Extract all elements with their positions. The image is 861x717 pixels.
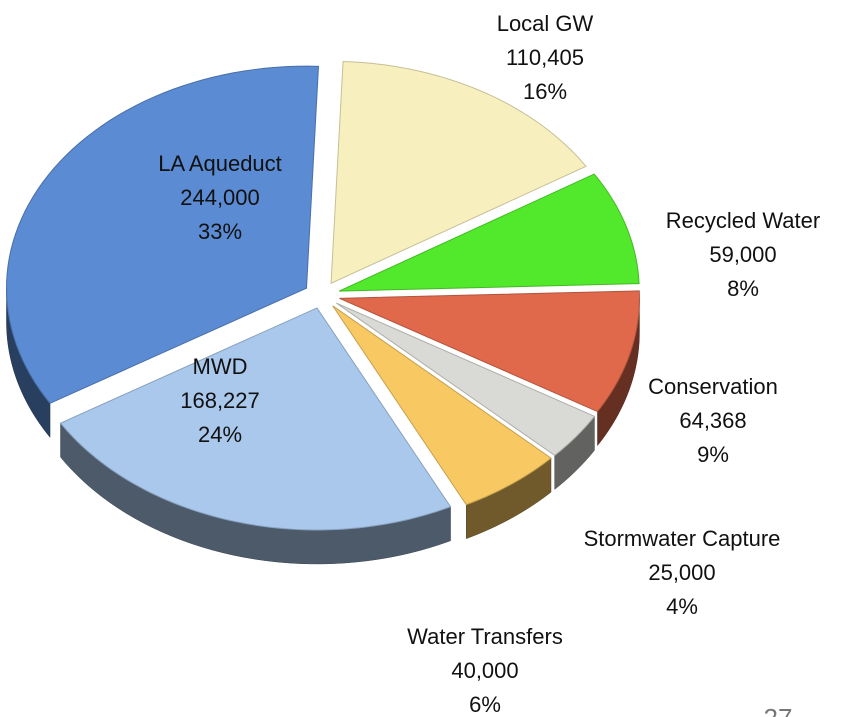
value-label: 168,227 bbox=[180, 388, 260, 413]
percent-label: 9% bbox=[697, 442, 729, 467]
slice bbox=[332, 305, 552, 506]
slice bbox=[330, 60, 587, 285]
percent-label: 6% bbox=[469, 692, 501, 717]
slice-label: MWD bbox=[193, 354, 248, 379]
percent-label: 8% bbox=[727, 276, 759, 301]
slice-label: Recycled Water bbox=[666, 208, 820, 233]
slice bbox=[59, 307, 452, 531]
value-label: 244,000 bbox=[180, 185, 260, 210]
slice-label: Water Transfers bbox=[407, 624, 563, 649]
slice bbox=[339, 290, 640, 413]
percent-label: 4% bbox=[666, 594, 698, 619]
slice bbox=[336, 302, 596, 457]
percent-label: 24% bbox=[198, 422, 242, 447]
percent-label: 33% bbox=[198, 219, 242, 244]
slice bbox=[5, 65, 320, 404]
slice-label: Stormwater Capture bbox=[584, 526, 781, 551]
value-label: 110,405 bbox=[506, 45, 584, 70]
value-label: 64,368 bbox=[679, 408, 746, 433]
value-label: 40,000 bbox=[451, 658, 518, 683]
page-number: 27 bbox=[764, 703, 793, 717]
value-label: 25,000 bbox=[648, 560, 715, 585]
slice-label: Local GW bbox=[497, 11, 594, 36]
percent-label: 16% bbox=[523, 79, 567, 104]
pie-tops bbox=[5, 60, 640, 531]
value-label: 59,000 bbox=[709, 242, 776, 267]
slice-label: Conservation bbox=[648, 374, 778, 399]
slice-label: LA Aqueduct bbox=[158, 151, 282, 176]
slice bbox=[339, 173, 640, 292]
